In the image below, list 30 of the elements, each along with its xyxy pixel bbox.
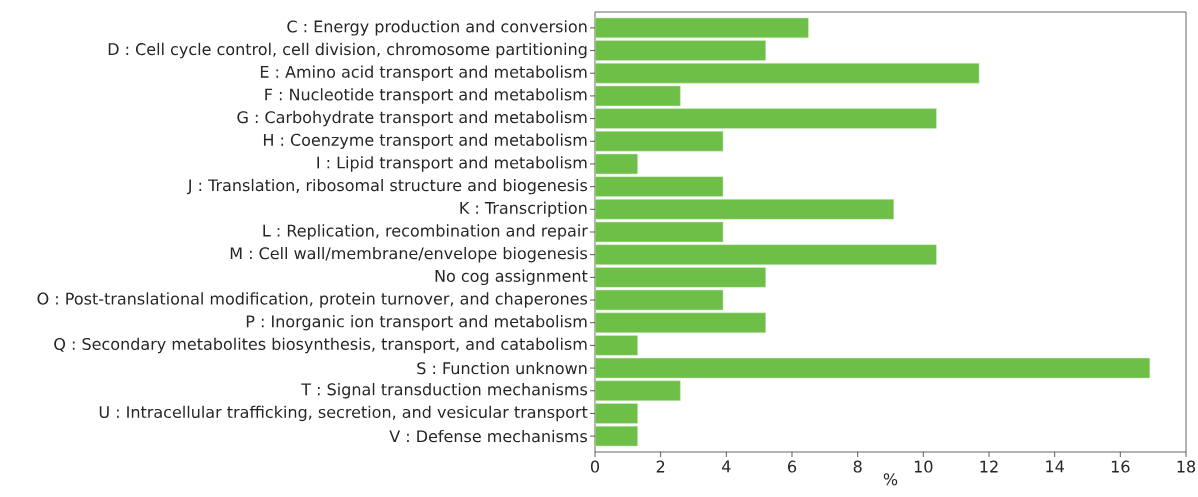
y-tick-label: O : Post-translational modification, protein turnover, and chaperones bbox=[37, 292, 588, 308]
y-tick-label: S : Function unknown bbox=[417, 361, 587, 375]
x-tick-label: 6 bbox=[788, 460, 797, 473]
x-tick-label: 18 bbox=[1177, 460, 1196, 473]
y-tick-label: K : Transcription bbox=[460, 201, 587, 218]
y-tick-label: F : Nucleotide transport and metabolism bbox=[265, 88, 587, 104]
x-axis-title: % bbox=[883, 473, 898, 486]
y-tick-label: P : Inorganic ion transport and metabolism bbox=[246, 314, 587, 331]
y-tick-label: V : Defense mechanisms bbox=[389, 429, 588, 443]
x-tick-label: 16 bbox=[1111, 460, 1130, 473]
y-tick-label: I : Lipid transport and metabolism bbox=[317, 156, 587, 172]
y-tick-label: E : Amino acid transport and metabolism bbox=[260, 65, 587, 81]
x-tick-label: 2 bbox=[656, 460, 665, 473]
x-tick-label: 4 bbox=[722, 460, 731, 473]
y-tick-label: G : Carbohydrate transport and metabolism bbox=[237, 110, 587, 127]
x-tick-label: 14 bbox=[1046, 460, 1064, 473]
y-tick-label: M : Cell wall/membrane/envelope biogenesis bbox=[230, 246, 588, 263]
y-tick-label: No cog assignment bbox=[435, 269, 588, 286]
y-tick-label: H : Coenzyme transport and metabolism bbox=[263, 133, 587, 150]
y-tick-label: J : Translation, ribosomal structure and biogenesis bbox=[186, 178, 588, 195]
y-tick-label: Q : Secondary metabolites biosynthesis, transport, and catabolism bbox=[54, 337, 587, 354]
x-tick-label: 10 bbox=[914, 460, 933, 473]
y-tick-label: L : Replication, recombination and repair bbox=[263, 224, 588, 240]
y-tick-label: D : Cell cycle control, cell division, chromosome partitioning bbox=[108, 42, 587, 59]
x-tick-label: 12 bbox=[980, 460, 998, 473]
y-tick-label: T : Signal transduction mechanisms bbox=[301, 383, 588, 399]
y-tick-label: C : Energy production and conversion bbox=[287, 20, 587, 36]
y-tick-label: U : Intracellular trafficking, secretion, and vesicular transport bbox=[99, 405, 588, 422]
x-tick-label: 8 bbox=[853, 460, 862, 473]
x-tick-label: 0 bbox=[590, 460, 600, 473]
